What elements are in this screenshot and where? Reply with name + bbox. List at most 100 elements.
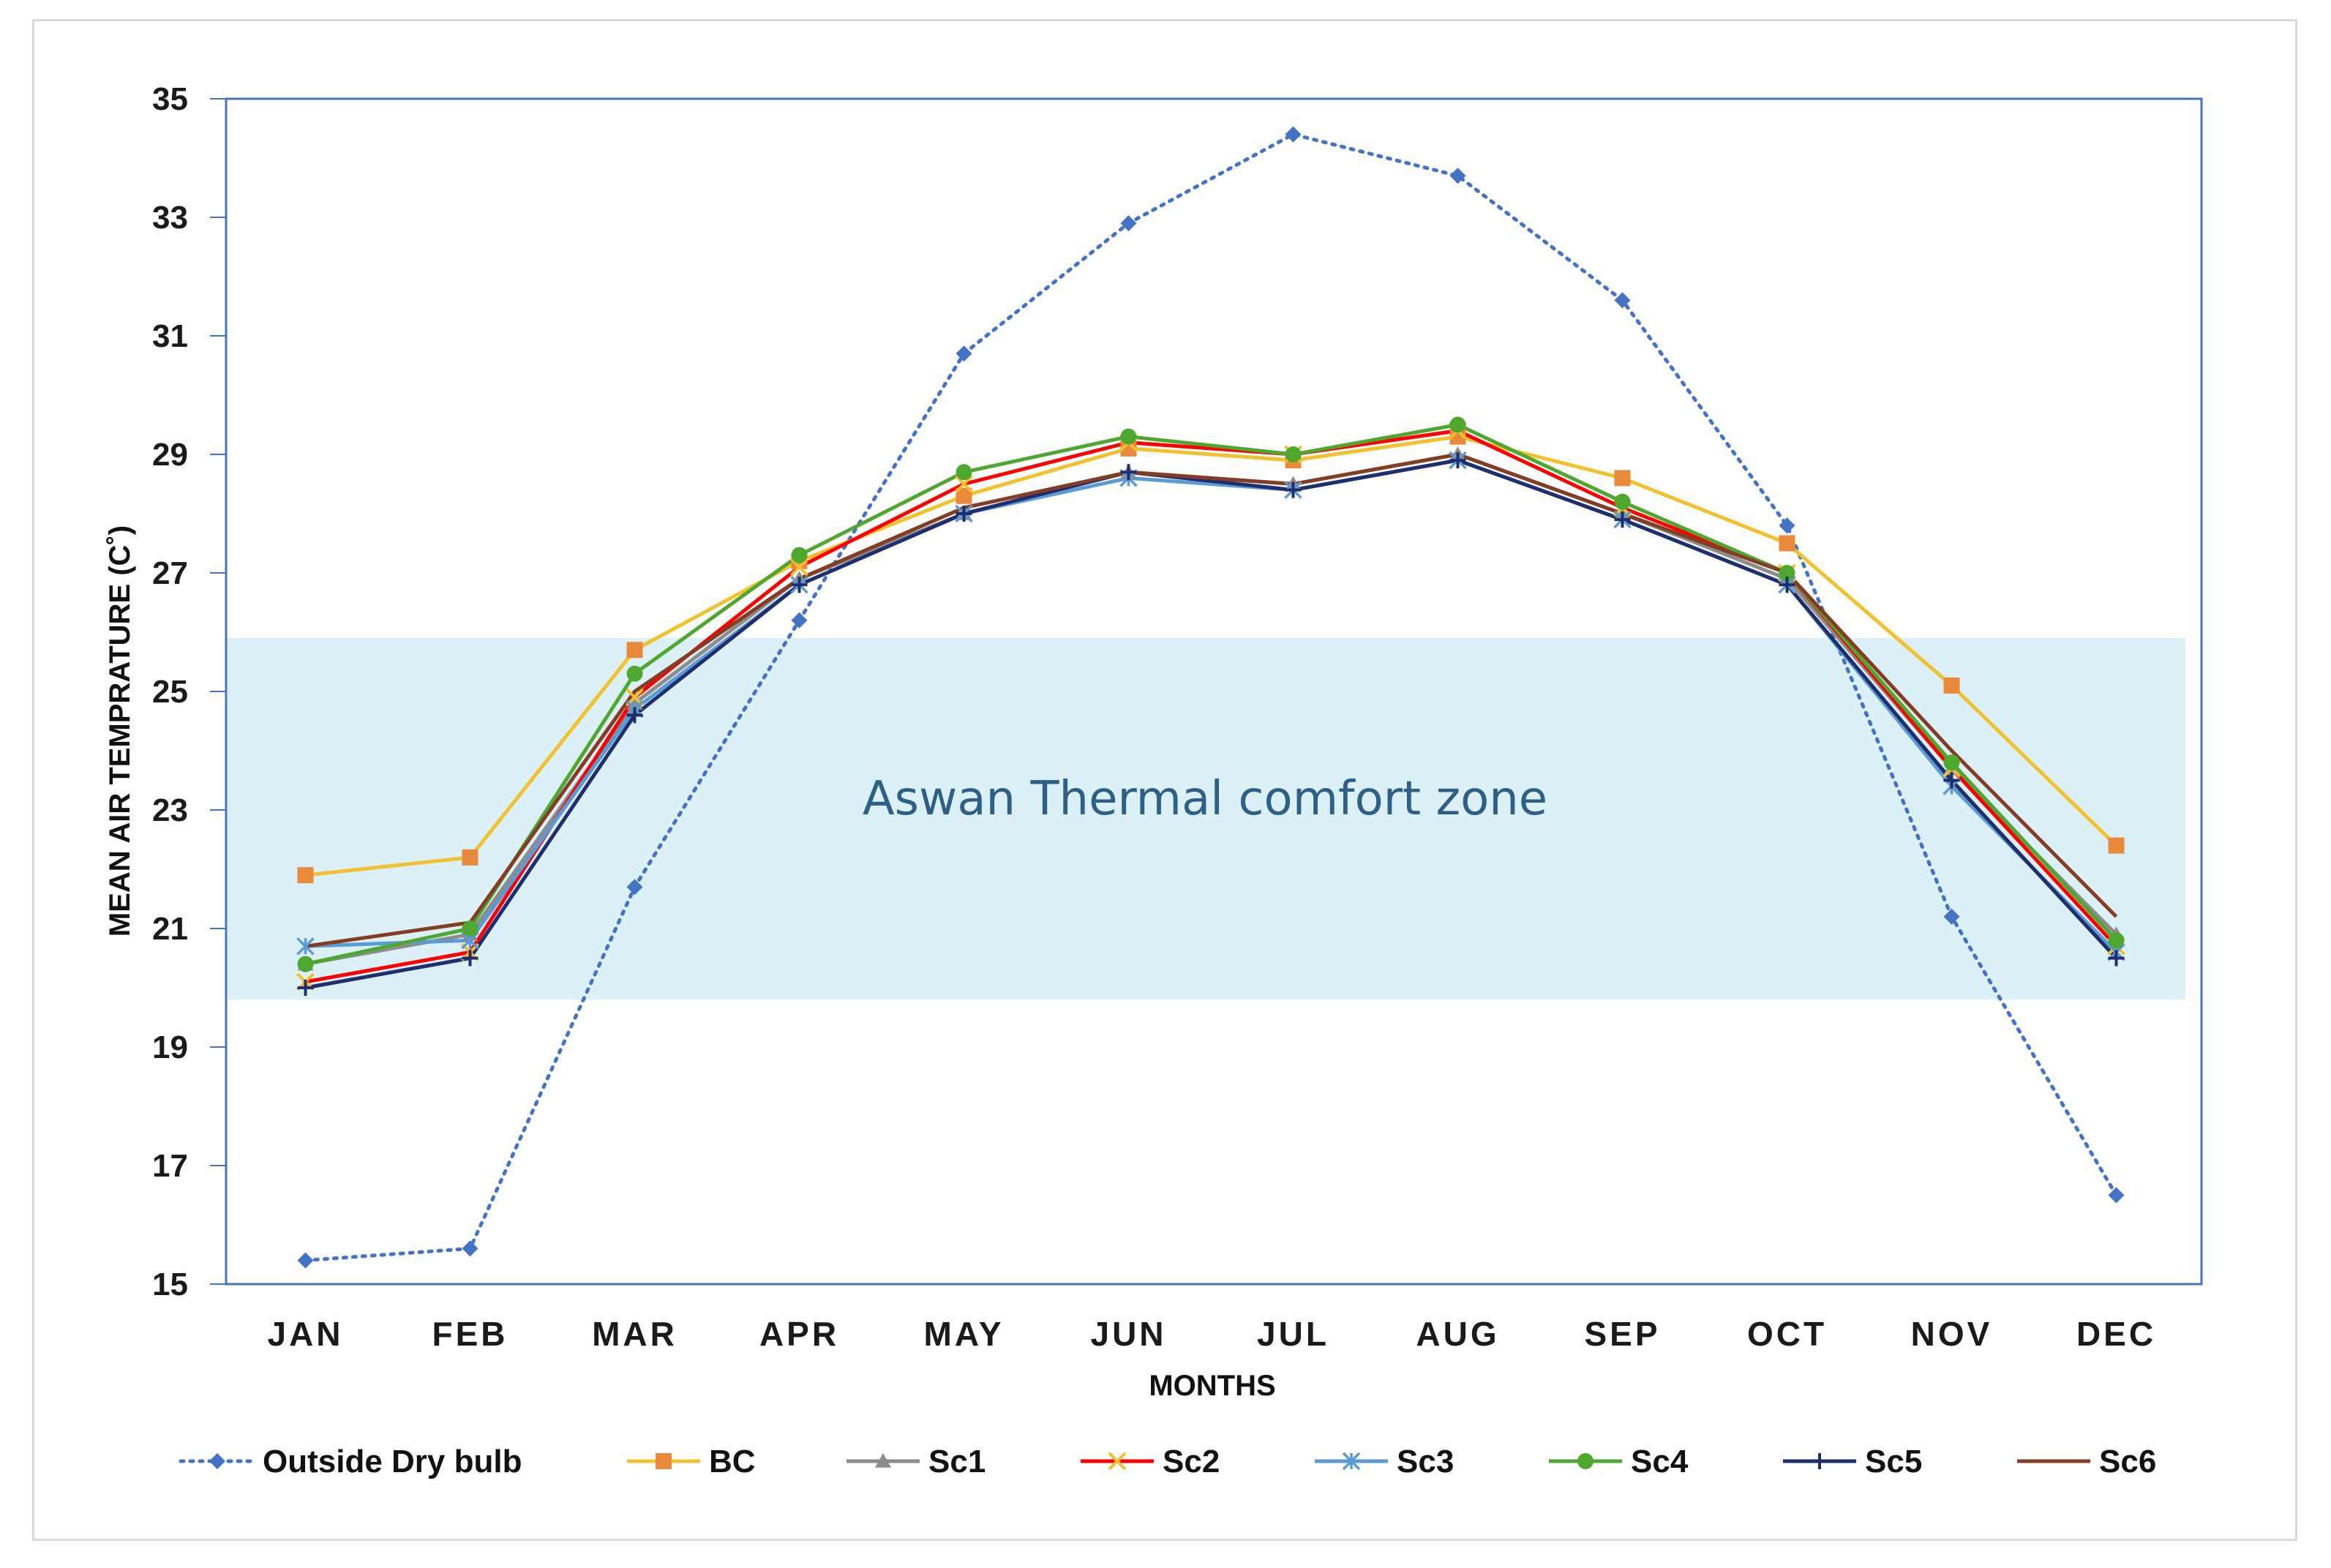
data-point-sc4	[791, 547, 808, 563]
x-tick-label: JUL	[1257, 1315, 1329, 1353]
legend-item-sc6: Sc6	[2017, 1444, 2156, 1479]
data-point-sc5	[1120, 464, 1137, 481]
data-point-outside-dry-bulb	[1449, 168, 1466, 184]
data-point-outside-dry-bulb	[956, 345, 972, 362]
y-tick-label: 29	[152, 437, 188, 473]
data-point-sc5	[1779, 577, 1795, 593]
x-tick-label: NOV	[1911, 1315, 1993, 1353]
x-tick-label: JUN	[1090, 1315, 1166, 1353]
data-point-bc	[1449, 428, 1466, 445]
x-tick-label: MAY	[924, 1315, 1005, 1353]
data-point-outside-dry-bulb	[2108, 1187, 2125, 1204]
legend-item-outside-dry-bulb: Outside Dry bulb	[179, 1444, 522, 1479]
legend-label: BC	[709, 1444, 756, 1479]
legend-label: Outside Dry bulb	[263, 1444, 522, 1479]
y-tick-label: 15	[152, 1267, 188, 1302]
data-point-sc5	[462, 950, 478, 967]
x-axis-title: MONTHS	[1149, 1370, 1275, 1402]
line-chart: 15 17 19 21 23 25 27 29 31 33 35 JAN FEB MAR APR MAY JU…	[104, 81, 2203, 1479]
legend-label: Sc3	[1397, 1444, 1454, 1479]
data-point-sc4	[2108, 932, 2125, 949]
data-point-outside-dry-bulb	[791, 612, 808, 629]
legend-item-sc1: Sc1	[847, 1444, 986, 1479]
data-point-sc5	[1943, 772, 1960, 789]
data-point-outside-dry-bulb	[1614, 292, 1631, 309]
legend-label: Sc5	[1865, 1444, 1922, 1479]
x-tick-label: DEC	[2076, 1315, 2156, 1353]
data-point-sc3	[296, 937, 315, 956]
series-line-sc6	[305, 452, 2118, 948]
legend-swatch-marker	[209, 1453, 225, 1469]
data-point-outside-dry-bulb	[1120, 215, 1137, 232]
data-point-outside-dry-bulb	[462, 1240, 478, 1257]
data-point-outside-dry-bulb	[1943, 908, 1960, 925]
data-point-sc4	[1943, 754, 1960, 771]
x-tick-label: OCT	[1747, 1315, 1827, 1353]
data-point-sc4	[956, 464, 972, 481]
data-point-sc2	[955, 475, 973, 493]
data-point-sc4	[462, 920, 478, 937]
y-tick-label: 27	[152, 555, 188, 591]
data-point-sc4	[626, 665, 643, 682]
data-point-bc	[1943, 677, 1960, 694]
data-point-sc4	[1449, 416, 1466, 433]
data-point-sc5	[297, 980, 314, 996]
data-point-sc5	[791, 577, 808, 593]
data-point-bc	[297, 867, 314, 884]
legend-item-sc4: Sc4	[1549, 1444, 1689, 1479]
x-tick-label: AUG	[1416, 1315, 1499, 1353]
legend-item-bc: BC	[627, 1444, 756, 1479]
legend-swatch-marker	[656, 1453, 672, 1469]
y-tick-label: 33	[152, 200, 188, 236]
data-point-outside-dry-bulb	[1779, 517, 1795, 534]
y-tick-label: 35	[152, 81, 188, 117]
legend-label: Sc1	[928, 1444, 986, 1479]
x-tick-label: APR	[759, 1315, 839, 1353]
legend-swatch-marker	[1108, 1452, 1127, 1471]
legend-item-sc2: Sc2	[1081, 1444, 1220, 1479]
legend-label: Sc2	[1163, 1444, 1220, 1479]
data-point-outside-dry-bulb	[1285, 126, 1302, 143]
data-point-bc	[462, 849, 478, 866]
series-line-sc5	[305, 458, 2118, 990]
data-point-sc5	[1614, 511, 1631, 528]
data-point-outside-dry-bulb	[297, 1252, 314, 1269]
data-point-sc4	[1779, 565, 1795, 581]
legend-label: Sc4	[1631, 1444, 1689, 1479]
data-point-bc	[1779, 535, 1795, 552]
data-point-sc4	[297, 956, 314, 972]
data-point-sc5	[1449, 452, 1466, 469]
legend-swatch-marker	[1342, 1452, 1361, 1471]
y-tick-label: 25	[152, 674, 188, 710]
series-line-bc	[305, 435, 2118, 877]
y-tick-label: 19	[152, 1029, 188, 1065]
y-tick-label: 17	[152, 1148, 188, 1184]
legend-label: Sc6	[2099, 1444, 2156, 1479]
comfort-zone-label: Aswan Thermal comfort zone	[863, 772, 1547, 826]
data-point-bc	[626, 642, 643, 659]
data-point-sc2	[790, 558, 808, 577]
x-tick-label: FEB	[432, 1315, 508, 1353]
legend-swatch-marker	[1577, 1453, 1594, 1469]
x-tick-label: SEP	[1584, 1315, 1660, 1353]
y-tick-label: 23	[152, 792, 188, 828]
x-tick-label: MAR	[592, 1315, 677, 1353]
data-point-sc4	[1285, 446, 1302, 462]
data-point-sc5	[956, 506, 972, 522]
data-point-sc4	[1614, 493, 1631, 510]
data-point-bc	[956, 487, 972, 504]
legend-item-sc3: Sc3	[1315, 1444, 1454, 1479]
x-tick-label: JAN	[267, 1315, 343, 1353]
data-point-outside-dry-bulb	[626, 879, 643, 896]
data-point-bc	[2108, 837, 2125, 854]
data-point-bc	[1614, 470, 1631, 487]
data-point-sc5	[626, 707, 643, 724]
data-point-sc5	[2108, 950, 2125, 967]
chart-frame: 15 17 19 21 23 25 27 29 31 33 35 JAN FEB MAR APR MAY JU…	[32, 19, 2297, 1541]
legend-item-sc5: Sc5	[1783, 1444, 1922, 1479]
y-tick-label: 31	[152, 318, 188, 354]
y-tick-label: 21	[152, 911, 188, 947]
legend-swatch-marker	[875, 1453, 891, 1468]
series-line-outside-dry-bulb	[304, 132, 2118, 1263]
data-point-sc5	[1285, 481, 1302, 498]
